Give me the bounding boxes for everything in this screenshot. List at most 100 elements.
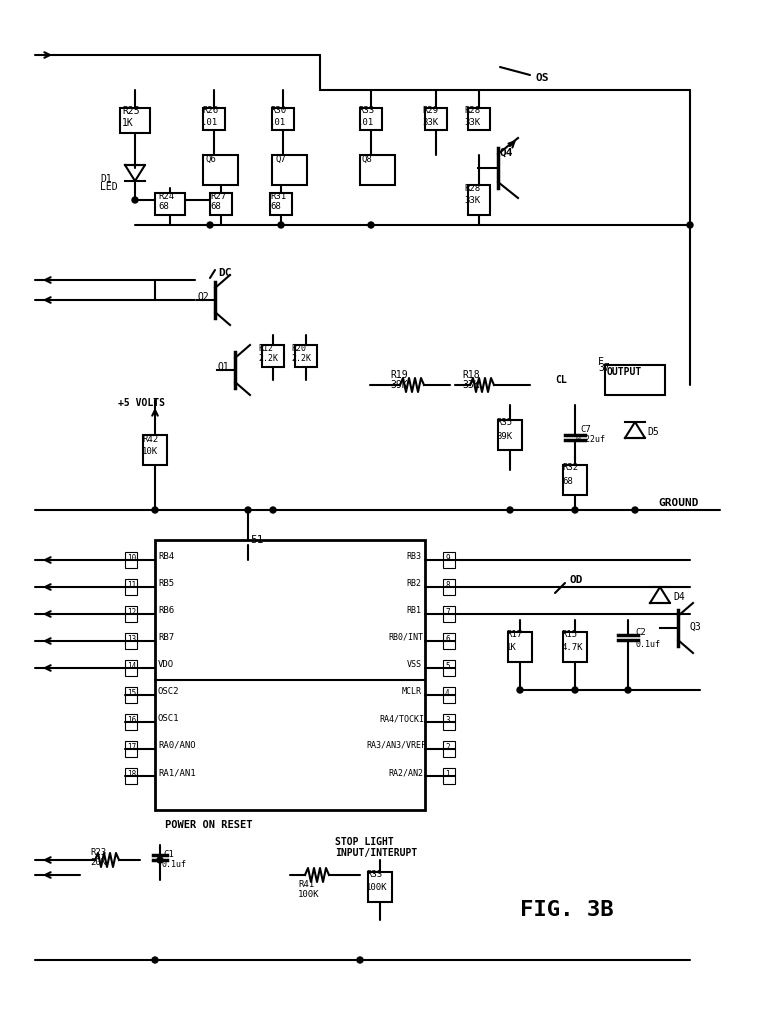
Text: 10K: 10K <box>142 447 158 456</box>
Text: R33: R33 <box>366 870 382 879</box>
Text: 68: 68 <box>158 202 168 211</box>
Text: LED: LED <box>100 182 117 193</box>
Text: R42: R42 <box>142 435 158 444</box>
Bar <box>443 768 455 784</box>
Text: Q6: Q6 <box>205 155 216 164</box>
Bar <box>468 185 490 215</box>
Text: +5 VOLTS: +5 VOLTS <box>118 398 165 408</box>
Text: 5: 5 <box>445 662 450 671</box>
Bar <box>125 633 137 649</box>
Text: R31: R31 <box>270 193 286 201</box>
Text: 68: 68 <box>270 202 280 211</box>
Bar <box>125 579 137 595</box>
Bar <box>443 579 455 595</box>
Circle shape <box>625 687 631 693</box>
Text: .01: .01 <box>270 118 286 127</box>
Bar <box>425 108 447 130</box>
Text: VDO: VDO <box>158 660 174 669</box>
Text: RA2/AN2: RA2/AN2 <box>389 768 424 777</box>
Bar <box>443 660 455 676</box>
Text: Q4: Q4 <box>500 148 514 158</box>
Text: .01: .01 <box>358 118 374 127</box>
Text: 33K: 33K <box>464 196 480 205</box>
Text: 9: 9 <box>445 554 450 563</box>
Circle shape <box>572 507 578 513</box>
Text: R20: R20 <box>291 344 306 353</box>
Text: GROUND: GROUND <box>658 498 699 508</box>
Text: POWER ON RESET: POWER ON RESET <box>165 820 252 830</box>
Text: 33K: 33K <box>464 118 480 127</box>
Text: R17: R17 <box>506 630 522 639</box>
Text: FIG. 3B: FIG. 3B <box>520 900 613 920</box>
Text: 17: 17 <box>127 743 136 752</box>
Bar <box>125 687 137 703</box>
Text: R18: R18 <box>462 370 479 380</box>
Text: RB0/INT: RB0/INT <box>389 633 424 642</box>
Text: RB7: RB7 <box>158 633 174 642</box>
Bar <box>443 633 455 649</box>
Text: 4: 4 <box>445 689 450 698</box>
Text: OUTPUT: OUTPUT <box>607 367 642 377</box>
Text: F: F <box>598 357 604 367</box>
Text: .01: .01 <box>202 118 218 127</box>
Bar <box>125 660 137 676</box>
Bar <box>443 552 455 568</box>
Text: R26: R26 <box>202 106 218 115</box>
Text: DC: DC <box>218 268 232 278</box>
Text: R12: R12 <box>258 344 273 353</box>
Text: R29: R29 <box>422 106 438 115</box>
Bar <box>125 606 137 622</box>
Text: MCLR: MCLR <box>402 687 422 696</box>
Text: VSS: VSS <box>406 660 421 669</box>
Text: Q2: Q2 <box>198 292 210 302</box>
Text: 10: 10 <box>127 554 136 563</box>
Bar <box>125 552 137 568</box>
Text: 18: 18 <box>127 770 136 779</box>
Circle shape <box>207 222 213 228</box>
Text: R32: R32 <box>562 463 578 472</box>
Text: R41: R41 <box>298 880 314 889</box>
Text: 3: 3 <box>445 716 450 725</box>
Text: R25: R25 <box>122 106 139 116</box>
Text: 0.1uf: 0.1uf <box>635 640 660 649</box>
Bar <box>295 345 317 367</box>
Text: 4.7K: 4.7K <box>561 643 582 652</box>
Text: INPUT/INTERUPT: INPUT/INTERUPT <box>335 848 418 858</box>
Text: 68: 68 <box>562 477 573 486</box>
Circle shape <box>632 507 638 513</box>
Bar <box>210 193 232 215</box>
Text: RA4/TOCKI: RA4/TOCKI <box>379 714 424 723</box>
Text: 0.1uf: 0.1uf <box>161 860 186 869</box>
Bar <box>443 606 455 622</box>
Text: 16: 16 <box>127 716 136 725</box>
Text: RB3: RB3 <box>406 552 421 561</box>
Text: RA3/AN3/VREF: RA3/AN3/VREF <box>366 741 426 750</box>
Text: R35: R35 <box>496 418 512 427</box>
Bar <box>468 108 490 130</box>
Bar <box>125 714 137 730</box>
Text: 37: 37 <box>598 362 610 373</box>
Circle shape <box>572 687 578 693</box>
Text: 1K: 1K <box>506 643 517 652</box>
Text: RB1: RB1 <box>406 606 421 615</box>
Text: 39K: 39K <box>390 380 408 390</box>
Text: R28: R28 <box>464 106 480 115</box>
Bar <box>605 365 665 395</box>
Text: 1K: 1K <box>122 118 134 128</box>
Text: RB4: RB4 <box>158 552 174 561</box>
Text: 0.22uf: 0.22uf <box>576 435 606 444</box>
Text: C2: C2 <box>635 628 645 637</box>
Text: D5: D5 <box>647 427 659 437</box>
Text: D1: D1 <box>100 174 112 184</box>
Text: D4: D4 <box>673 592 685 602</box>
Bar <box>120 108 150 133</box>
Text: 7: 7 <box>445 608 450 617</box>
Text: RB5: RB5 <box>158 579 174 588</box>
Text: R15: R15 <box>561 630 577 639</box>
Bar <box>563 465 587 495</box>
Circle shape <box>357 957 363 963</box>
Bar <box>360 108 382 130</box>
Bar <box>155 193 185 215</box>
Bar <box>508 632 532 662</box>
Bar <box>443 741 455 757</box>
